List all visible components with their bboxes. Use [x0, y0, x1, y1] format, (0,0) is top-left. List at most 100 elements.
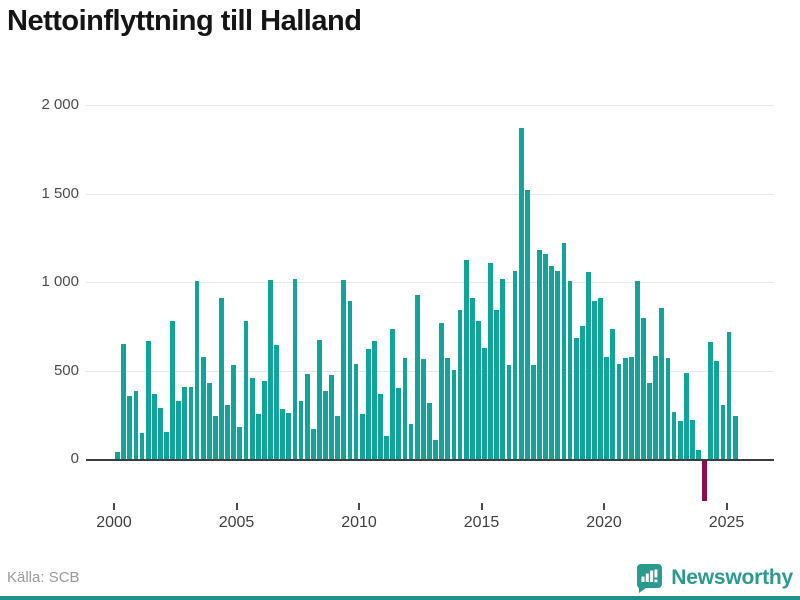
y-axis-label: 500	[53, 361, 79, 379]
bar	[445, 358, 451, 460]
bar	[500, 278, 506, 460]
bar	[261, 381, 267, 460]
bar	[420, 359, 426, 460]
y-axis-label: 2 000	[41, 96, 79, 113]
bar	[427, 402, 432, 460]
bar	[518, 128, 524, 460]
brand-bottom-strip	[0, 596, 800, 600]
bar	[696, 449, 701, 460]
bar	[586, 271, 591, 460]
bar	[378, 393, 383, 460]
x-axis-label: 2025	[708, 514, 745, 531]
bar	[665, 358, 671, 460]
x-axis-tick	[235, 503, 238, 510]
bar	[726, 331, 732, 460]
bar	[567, 281, 573, 460]
bar	[121, 344, 127, 460]
bar	[243, 321, 249, 460]
bar	[347, 300, 353, 460]
bar	[628, 357, 634, 460]
bar	[524, 190, 530, 460]
bar	[579, 326, 585, 460]
bar	[439, 322, 445, 460]
bar	[139, 432, 145, 460]
bar	[164, 431, 169, 460]
bar	[237, 427, 243, 460]
bar	[634, 281, 640, 460]
bar	[732, 415, 738, 460]
bar	[353, 363, 359, 460]
bar	[365, 348, 371, 460]
bar	[708, 342, 714, 460]
y-axis-label: 0	[70, 450, 79, 468]
bar	[549, 266, 555, 460]
bar	[610, 329, 616, 460]
y-axis-label: 1 500	[41, 184, 79, 202]
bar	[677, 421, 683, 460]
bar	[329, 375, 334, 460]
bar	[573, 337, 579, 460]
bar	[151, 393, 157, 460]
x-axis-tick	[603, 503, 605, 510]
bar	[433, 439, 438, 460]
bar	[280, 408, 286, 460]
bar	[469, 298, 475, 460]
bar	[641, 317, 646, 460]
bar	[286, 413, 292, 460]
bar	[219, 298, 224, 460]
bar	[598, 298, 604, 460]
bar	[561, 243, 567, 460]
bar	[457, 309, 463, 460]
bar	[335, 415, 341, 460]
bar	[213, 415, 218, 460]
bar	[372, 341, 377, 460]
newsworthy-logo[interactable]: Newsworthy	[635, 563, 793, 593]
x-axis-label: 2010	[341, 514, 377, 531]
bar	[555, 270, 561, 460]
bar	[310, 429, 316, 460]
x-axis-label: 2015	[463, 514, 500, 531]
gridline	[86, 193, 774, 195]
bar	[182, 386, 188, 460]
bar	[206, 383, 212, 460]
bar	[231, 365, 237, 460]
bar	[268, 280, 273, 460]
bar	[714, 360, 720, 460]
x-axis-label: 2000	[96, 514, 132, 531]
newsworthy-speech-bubble-chart-icon	[635, 563, 663, 593]
x-axis-line	[86, 458, 774, 461]
bar	[659, 307, 665, 460]
bar	[622, 358, 628, 460]
bar	[647, 383, 652, 460]
bar	[115, 452, 120, 460]
bar	[482, 347, 487, 460]
bar	[292, 279, 298, 460]
bar	[408, 423, 414, 460]
bar	[390, 329, 396, 460]
bar	[145, 340, 151, 460]
x-axis-label: 2020	[586, 514, 622, 531]
bar	[225, 405, 231, 460]
bar	[133, 391, 139, 460]
newsworthy-wordmark: Newsworthy	[671, 566, 793, 589]
x-axis-label: 2005	[218, 514, 255, 531]
bar	[683, 373, 689, 460]
bar	[720, 405, 726, 460]
bar	[506, 364, 512, 460]
bar	[396, 388, 402, 460]
bar-negative	[702, 460, 707, 502]
source-credit: Källa: SCB	[7, 569, 80, 586]
bar	[304, 374, 310, 460]
bar	[463, 260, 469, 460]
bar	[127, 395, 133, 460]
bar	[359, 414, 365, 460]
bar	[274, 345, 279, 460]
bar	[530, 364, 536, 460]
bar	[414, 294, 420, 460]
chart-title: Nettoinflyttning till Halland	[7, 5, 362, 37]
bar	[451, 369, 457, 460]
x-axis-tick	[725, 503, 728, 510]
bar	[176, 400, 182, 460]
bar	[653, 355, 659, 460]
x-axis-tick	[113, 503, 115, 510]
